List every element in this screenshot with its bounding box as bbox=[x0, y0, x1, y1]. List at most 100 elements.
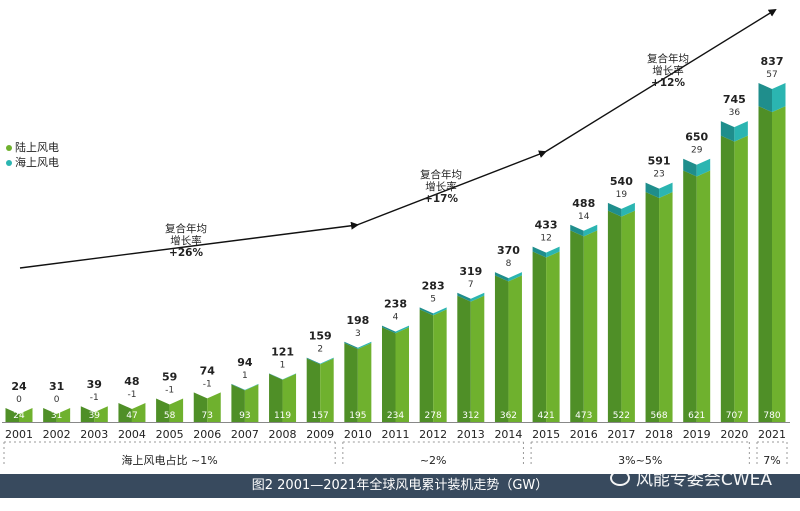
total-value-label: 24 bbox=[11, 380, 27, 393]
bar-offshore-left-face bbox=[306, 357, 321, 365]
onshore-value-label: 522 bbox=[613, 411, 630, 421]
bar-onshore-left-face bbox=[720, 135, 735, 422]
onshore-value-label: 473 bbox=[575, 411, 592, 421]
offshore-value-label: 4 bbox=[393, 313, 399, 323]
total-value-label: 370 bbox=[497, 244, 520, 257]
bar-onshore-left-face bbox=[269, 373, 283, 422]
offshore-value-label: -1 bbox=[203, 379, 212, 389]
x-tick-label: 2008 bbox=[269, 428, 297, 441]
trend-arrow bbox=[356, 150, 547, 226]
x-tick-label: 2018 bbox=[645, 428, 673, 441]
bar-onshore-right-face bbox=[395, 327, 409, 422]
bar-onshore-left-face bbox=[758, 106, 772, 422]
total-value-label: 94 bbox=[237, 356, 253, 369]
onshore-value-label: 421 bbox=[538, 411, 555, 421]
onshore-value-label: 93 bbox=[239, 411, 250, 421]
x-tick-label: 2007 bbox=[231, 428, 259, 441]
bar-onshore-right-face bbox=[470, 295, 485, 422]
onshore-value-label: 621 bbox=[688, 411, 705, 421]
bar-2001 bbox=[5, 408, 33, 422]
share-label: ~2% bbox=[420, 454, 447, 467]
bar-onshore-right-face bbox=[546, 251, 560, 422]
bar-offshore-left-face bbox=[645, 182, 660, 198]
offshore-value-label: 14 bbox=[578, 212, 590, 222]
bar-2020 bbox=[720, 121, 748, 422]
bar-offshore-left-face bbox=[231, 383, 245, 391]
growth-annotation-line: 复合年均 bbox=[647, 52, 689, 65]
total-value-label: 198 bbox=[346, 314, 369, 327]
bar-offshore-left-face bbox=[457, 292, 471, 302]
offshore-value-label: 0 bbox=[16, 395, 22, 405]
bar-onshore-left-face bbox=[683, 170, 697, 422]
onshore-value-label: 73 bbox=[202, 411, 213, 421]
bar-onshore-right-face bbox=[282, 373, 297, 422]
offshore-value-label: 2 bbox=[317, 345, 323, 355]
total-value-label: 488 bbox=[572, 197, 595, 210]
bar-2006 bbox=[193, 392, 221, 422]
offshore-value-label: 1 bbox=[280, 360, 286, 370]
total-value-label: 39 bbox=[87, 378, 102, 391]
onshore-value-label: 47 bbox=[126, 411, 137, 421]
offshore-value-label: 12 bbox=[540, 234, 551, 244]
x-tick-label: 2006 bbox=[193, 428, 221, 441]
total-value-label: 650 bbox=[685, 131, 708, 144]
x-tick-label: 2003 bbox=[80, 428, 108, 441]
watermark-text: 风能专委会CWEA bbox=[635, 470, 772, 490]
bar-2016 bbox=[570, 224, 598, 422]
legend-label-offshore: 海上风电 bbox=[15, 156, 59, 169]
bar-onshore-left-face bbox=[118, 402, 132, 422]
bar-offshore-right-face bbox=[508, 272, 522, 282]
bar-onshore-right-face bbox=[583, 230, 598, 422]
total-value-label: 31 bbox=[49, 380, 64, 393]
onshore-value-label: 568 bbox=[650, 411, 667, 421]
offshore-value-label: 5 bbox=[430, 294, 436, 304]
bar-onshore-right-face bbox=[56, 408, 71, 422]
x-tick-label: 2016 bbox=[570, 428, 598, 441]
offshore-value-label: 29 bbox=[691, 146, 703, 156]
offshore-value-label: 19 bbox=[616, 190, 628, 200]
offshore-value-label: 0 bbox=[54, 395, 60, 405]
bar-onshore-left-face bbox=[570, 230, 584, 422]
bar-offshore-right-face bbox=[320, 357, 334, 365]
legend-swatch-offshore bbox=[6, 159, 12, 166]
bar-offshore-right-face bbox=[734, 121, 748, 142]
growth-annotation-line: 增长率 bbox=[652, 64, 684, 77]
onshore-value-label: 780 bbox=[763, 411, 780, 421]
offshore-value-label: -1 bbox=[127, 390, 136, 400]
bar-offshore-left-face bbox=[720, 121, 735, 142]
bar-2014 bbox=[494, 272, 522, 422]
bar-offshore-right-face bbox=[583, 224, 598, 237]
legend-label-onshore: 陆上风电 bbox=[15, 141, 59, 154]
onshore-value-label: 24 bbox=[13, 411, 25, 421]
bar-onshore-left-face bbox=[382, 327, 396, 422]
x-tick-label: 2014 bbox=[494, 428, 522, 441]
offshore-value-label: 8 bbox=[506, 259, 512, 269]
onshore-value-label: 119 bbox=[274, 411, 291, 421]
bar-offshore-right-face bbox=[395, 325, 409, 334]
growth-annotation-line: 复合年均 bbox=[165, 222, 207, 235]
bar-2017 bbox=[607, 202, 635, 422]
onshore-value-label: 312 bbox=[462, 411, 479, 421]
growth-annotation-line: +12% bbox=[651, 77, 685, 89]
bar-offshore-left-face bbox=[382, 325, 396, 334]
offshore-value-label: 3 bbox=[355, 329, 361, 339]
total-value-label: 540 bbox=[610, 175, 633, 188]
bar-onshore-right-face bbox=[357, 343, 372, 422]
bar-onshore-right-face bbox=[696, 170, 711, 422]
x-tick-label: 2001 bbox=[5, 428, 33, 441]
onshore-value-label: 707 bbox=[726, 411, 743, 421]
onshore-value-label: 157 bbox=[312, 411, 329, 421]
legend: 陆上风电 海上风电 bbox=[6, 140, 59, 170]
bar-2021 bbox=[758, 83, 786, 422]
bar-offshore-right-face bbox=[470, 292, 485, 302]
bar-2018 bbox=[645, 182, 673, 422]
bar-2015 bbox=[532, 246, 560, 422]
bar-offshore-left-face bbox=[269, 373, 283, 380]
bar-2004 bbox=[118, 402, 146, 422]
bar-2013 bbox=[457, 292, 485, 422]
offshore-value-label: 23 bbox=[653, 170, 664, 180]
bar-onshore-right-face bbox=[320, 358, 334, 422]
x-tick-label: 2017 bbox=[607, 428, 635, 441]
bar-onshore-left-face bbox=[457, 295, 471, 422]
